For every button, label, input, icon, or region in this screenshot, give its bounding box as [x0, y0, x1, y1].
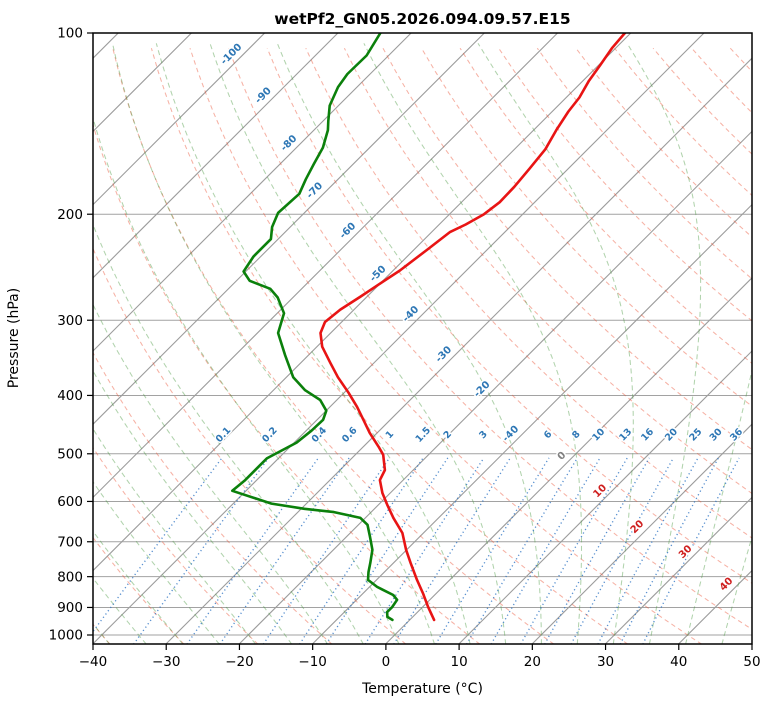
mixing-ratio-labels: 0.1 0.2 0.4 0.6 1 1.5 2 3 4 6 8 10 13 16 20 25 30 36 [212, 423, 747, 446]
y-tick-label-300: 300 [57, 313, 83, 329]
mixing-ratio-label-1: 1 [384, 429, 397, 441]
y-axis-ticks: 100 200 300 400 500 600 700 800 900 1000 [49, 26, 93, 644]
isotherm-label-40: 40 [718, 576, 736, 594]
y-axis-label: Pressure (hPa) [6, 287, 22, 389]
y-tick-label-100: 100 [57, 26, 83, 42]
isotherm-lines [93, 33, 752, 644]
mixing-ratio-label-3: 3 [477, 429, 490, 441]
y-tick-label-200: 200 [57, 207, 83, 223]
isotherm-label--90: -90 [253, 86, 274, 107]
mixing-ratio-label-0.6: 0.6 [340, 425, 360, 445]
isotherm-label-10: 10 [592, 482, 610, 500]
x-tick-label-10: 10 [451, 654, 468, 670]
isotherm-label--20: -20 [472, 379, 493, 400]
mixing-ratio-lines [93, 457, 740, 644]
temperature-curve [319, 33, 627, 622]
y-tick-label-700: 700 [57, 534, 83, 550]
mixing-ratio-label-25: 25 [687, 426, 704, 443]
y-tick-label-500: 500 [57, 446, 83, 462]
isotherm-label-0: 0 [556, 450, 569, 463]
x-tick-label-20: 20 [524, 654, 541, 670]
isotherm-label--100: -100 [219, 42, 245, 68]
isotherm-label--40: -40 [401, 304, 422, 325]
mixing-ratio-label-1.5: 1.5 [414, 425, 434, 445]
mixing-ratio-label-16: 16 [639, 426, 656, 443]
plot-area: -100-90-80-70-60-50-40-30-20-10010203040… [93, 33, 752, 644]
x-tick-label--30: −30 [152, 654, 181, 670]
y-tick-label-600: 600 [57, 494, 83, 510]
isotherm-label--70: -70 [305, 181, 326, 202]
mixing-ratio-label-30: 30 [708, 426, 725, 443]
x-tick-label--10: −10 [298, 654, 327, 670]
y-tick-label-1000: 1000 [49, 628, 83, 644]
x-tick-label--20: −20 [225, 654, 254, 670]
mixing-ratio-label-8: 8 [570, 429, 583, 442]
isotherm-label-30: 30 [677, 543, 695, 561]
plot-border [92, 32, 753, 645]
dry-adiabat-lines [93, 47, 752, 644]
mixing-ratio-label-36: 36 [728, 426, 745, 443]
dewpoint-curve [231, 33, 399, 622]
x-tick-label--40: −40 [79, 654, 108, 670]
isotherm-label--80: -80 [279, 133, 300, 154]
mixing-ratio-label-6: 6 [542, 429, 555, 442]
mixing-ratio-label-13: 13 [617, 426, 634, 443]
isotherm-label--60: -60 [338, 221, 359, 242]
x-axis-label: Temperature (°C) [362, 681, 483, 697]
isotherm-label-20: 20 [629, 518, 647, 536]
mixing-ratio-label-0.1: 0.1 [214, 425, 234, 445]
moist-adiabat-lines [93, 43, 752, 644]
y-tick-label-900: 900 [57, 600, 83, 616]
isobar-gridlines [93, 33, 752, 636]
x-tick-label-30: 30 [597, 654, 614, 670]
chart-title: wetPf2_GN05.2026.094.09.57.E15 [274, 10, 571, 28]
x-tick-label-50: 50 [743, 654, 760, 670]
mixing-ratio-label-0.2: 0.2 [260, 425, 280, 445]
x-tick-label-0: 0 [382, 654, 391, 670]
y-tick-label-400: 400 [57, 388, 83, 404]
x-axis-ticks: −40 −30 −20 −10 0 10 20 30 40 50 [79, 644, 761, 670]
isotherm-label--30: -30 [434, 344, 455, 365]
x-tick-label-40: 40 [670, 654, 687, 670]
mixing-ratio-label-10: 10 [590, 426, 607, 443]
y-tick-label-800: 800 [57, 569, 83, 585]
